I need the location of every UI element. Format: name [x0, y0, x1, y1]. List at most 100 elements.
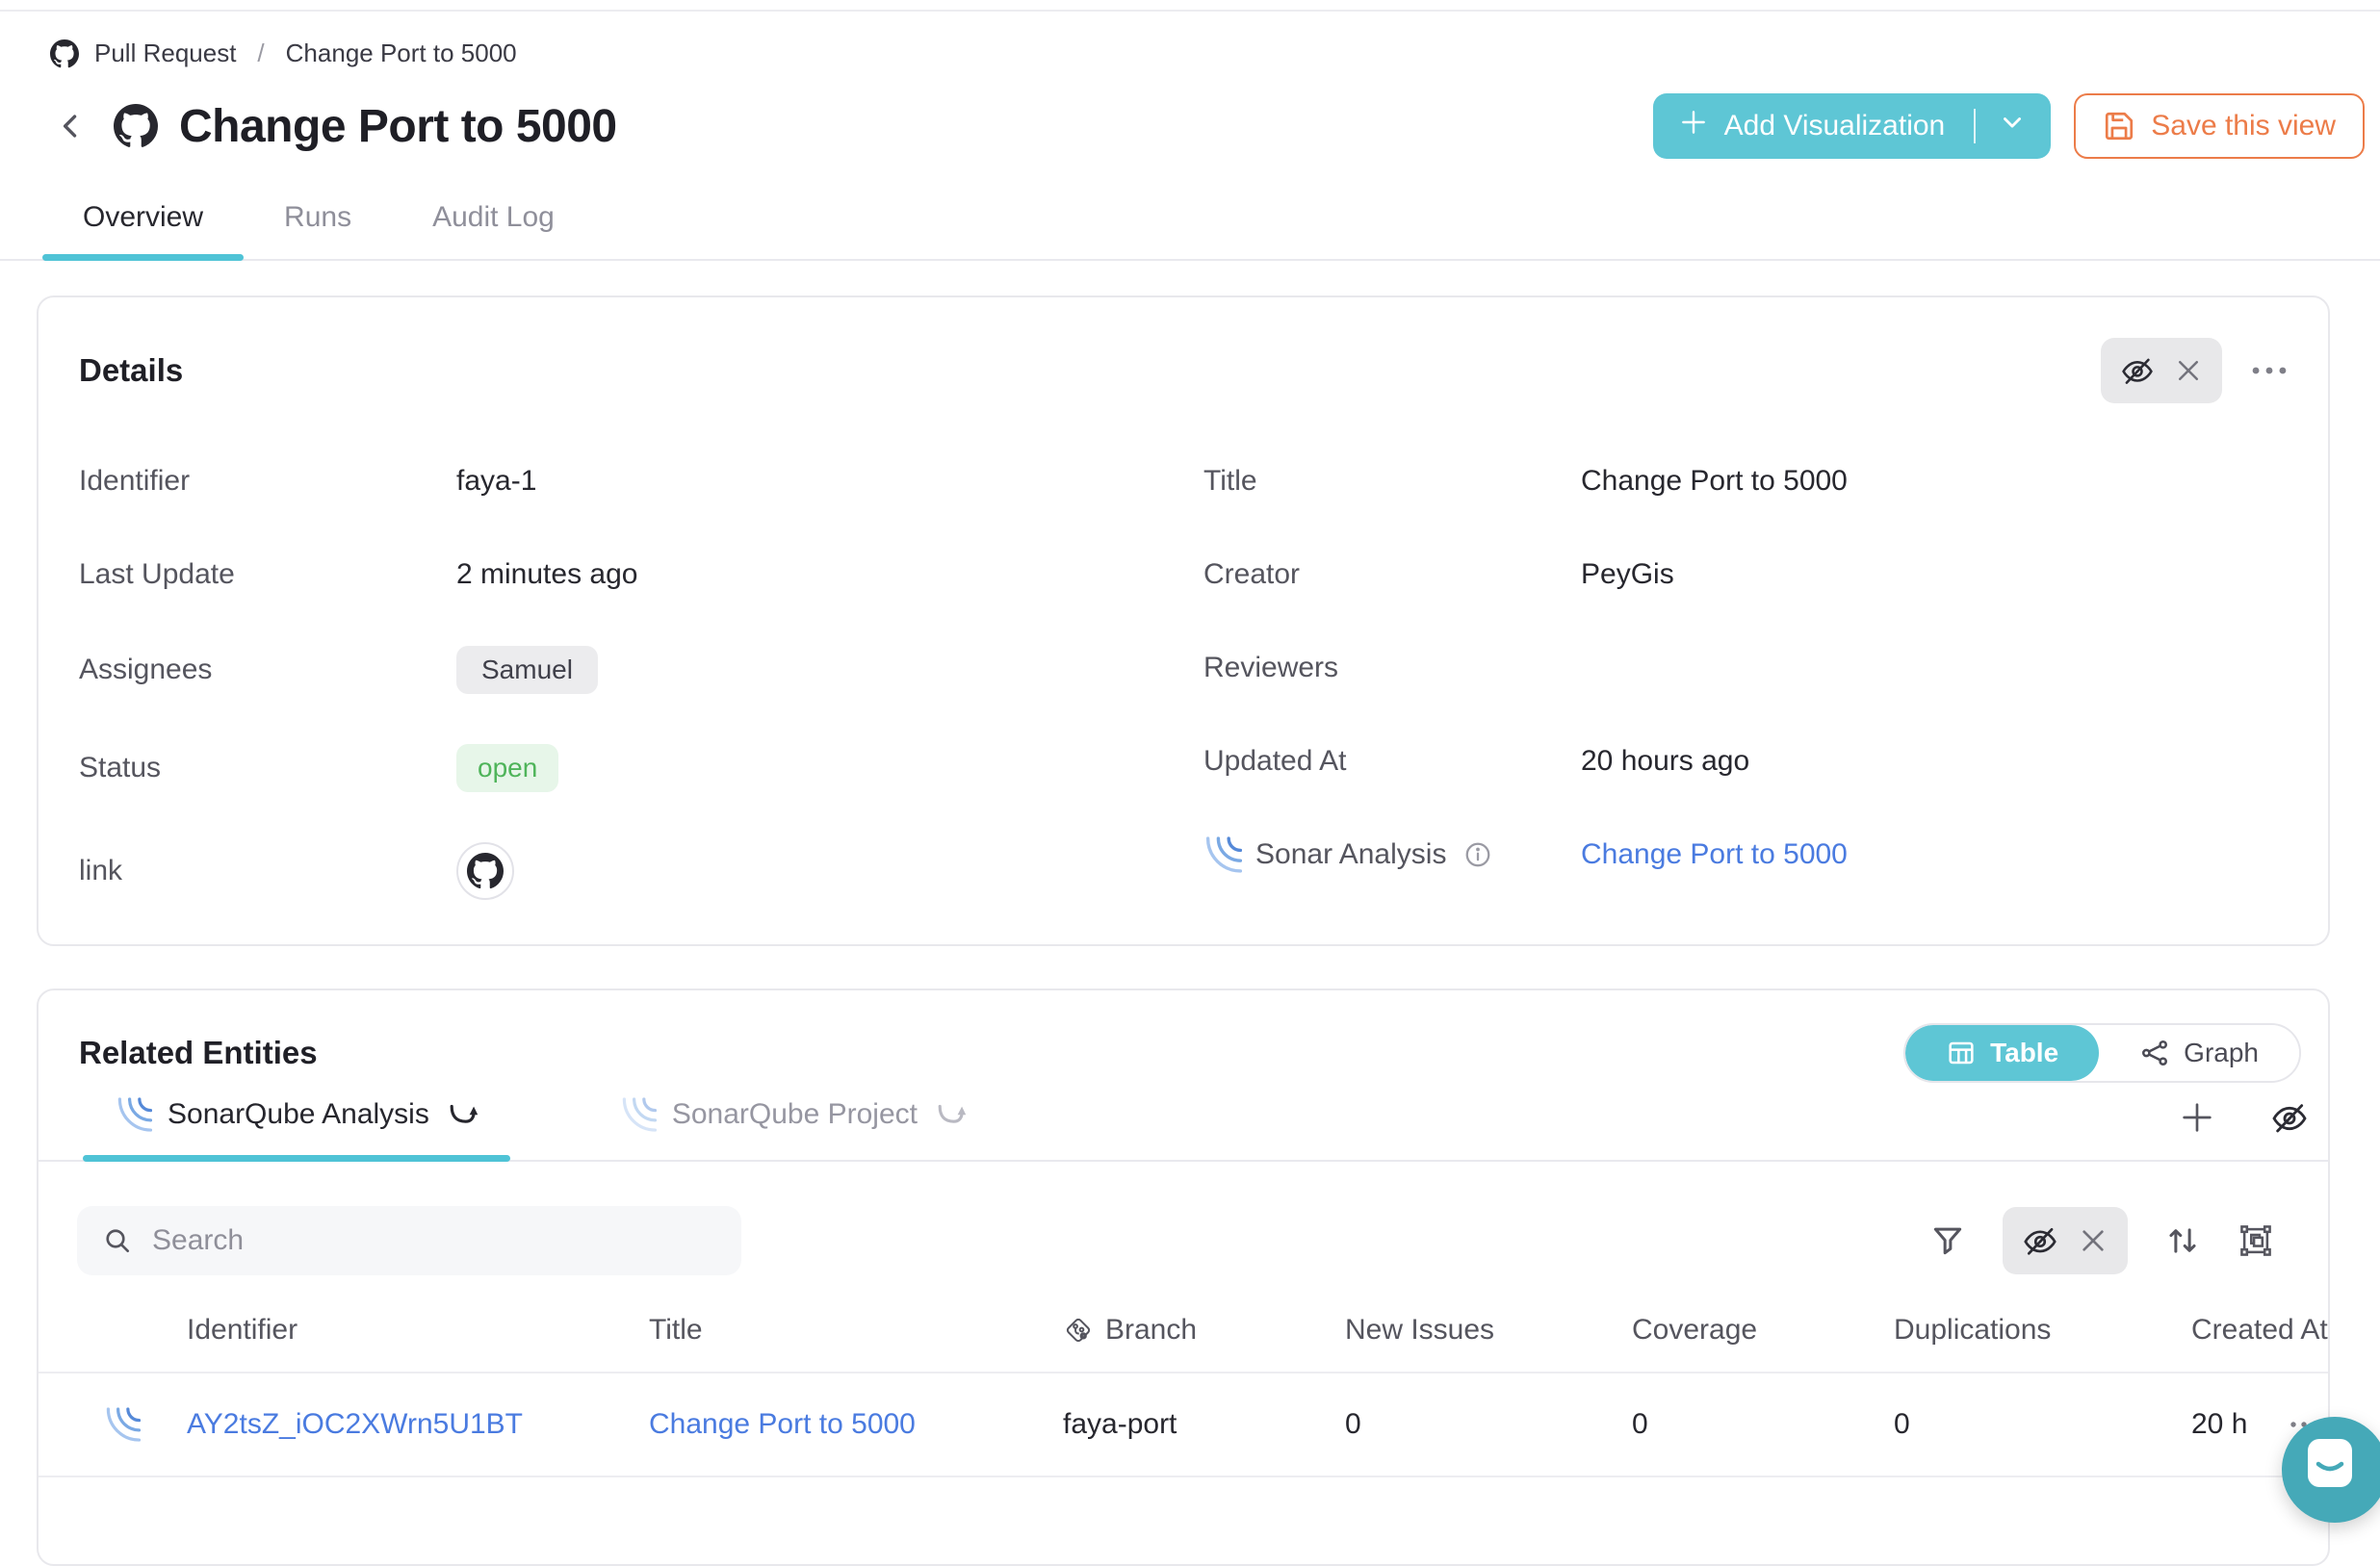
- row-coverage: 0: [1632, 1408, 1648, 1440]
- field-updated-at: Updated At 20 hours ago: [1203, 739, 2288, 783]
- related-tabs: SonarQube Analysis SonarQube Project: [39, 1096, 2328, 1162]
- chevron-down-icon[interactable]: [1999, 109, 2026, 143]
- field-title: Title Change Port to 5000: [1203, 459, 2288, 502]
- column-coverage[interactable]: Coverage: [1632, 1314, 1758, 1346]
- details-card-title: Details: [79, 352, 184, 388]
- graph-icon: [2139, 1038, 2170, 1068]
- table-toolbar: [39, 1206, 2328, 1275]
- column-title[interactable]: Title: [649, 1314, 703, 1346]
- table-view-button[interactable]: Table: [1905, 1025, 2100, 1081]
- info-icon[interactable]: [1463, 840, 1492, 869]
- field-label: Updated At: [1203, 744, 1347, 777]
- column-label: Branch: [1105, 1314, 1198, 1346]
- field-identifier: Identifier faya-1: [79, 459, 1203, 502]
- sort-button[interactable]: [2164, 1222, 2201, 1259]
- sonarqube-icon: [1203, 835, 1242, 874]
- field-label: Last Update: [79, 557, 235, 590]
- field-label: link: [79, 855, 123, 886]
- field-label: Sonar Analysis: [1255, 837, 1447, 870]
- window-top-divider: [0, 10, 2380, 12]
- github-icon: [114, 104, 158, 148]
- save-view-label: Save this view: [2151, 110, 2336, 141]
- close-icon[interactable]: [2078, 1225, 2108, 1256]
- tab-audit-log[interactable]: Audit Log: [432, 201, 555, 233]
- github-link-button[interactable]: [456, 842, 514, 900]
- sonarqube-icon: [620, 1096, 657, 1133]
- close-icon[interactable]: [2174, 356, 2203, 385]
- tab-sonarqube-project[interactable]: SonarQube Project: [587, 1096, 998, 1160]
- related-entities-card: Related Entities Table Graph SonarQube A…: [37, 988, 2330, 1566]
- table-view-label: Table: [1990, 1038, 2059, 1067]
- graph-view-button[interactable]: Graph: [2099, 1025, 2299, 1081]
- assignee-chip[interactable]: Samuel: [456, 646, 598, 694]
- hide-widget-pill[interactable]: [2101, 338, 2222, 403]
- relation-arrow-icon: [933, 1098, 966, 1131]
- breadcrumb-separator: /: [257, 39, 265, 67]
- add-related-tab-button[interactable]: [2178, 1098, 2216, 1137]
- breadcrumb-item-blueprint[interactable]: Pull Request: [94, 39, 237, 67]
- table-icon: [1946, 1038, 1977, 1068]
- field-label: Creator: [1203, 557, 1301, 590]
- column-identifier[interactable]: Identifier: [187, 1314, 298, 1346]
- search-icon: [102, 1225, 133, 1256]
- title-row: Change Port to 5000 Add Visualization Sa…: [50, 93, 2365, 159]
- related-entities-title: Related Entities: [79, 1035, 318, 1070]
- more-options-button[interactable]: [2251, 365, 2288, 376]
- hide-related-button[interactable]: [2270, 1098, 2309, 1137]
- page-title: Change Port to 5000: [179, 100, 617, 152]
- field-status: Status open: [79, 744, 1203, 792]
- sonarqube-icon: [116, 1096, 152, 1133]
- button-divider: [1974, 109, 1977, 143]
- row-new-issues: 0: [1345, 1408, 1361, 1440]
- table-row[interactable]: AY2tsZ_iOC2XWrn5U1BT Change Port to 5000…: [39, 1373, 2328, 1477]
- tab-label: SonarQube Project: [671, 1098, 918, 1130]
- eye-hidden-icon[interactable]: [2022, 1222, 2058, 1259]
- filter-button[interactable]: [1929, 1222, 1966, 1259]
- field-link: link: [79, 842, 1203, 900]
- tab-sonarqube-analysis[interactable]: SonarQube Analysis: [83, 1096, 510, 1162]
- back-button[interactable]: [50, 105, 92, 147]
- tab-runs[interactable]: Runs: [284, 201, 352, 233]
- chat-launcher-button[interactable]: [2282, 1417, 2380, 1523]
- status-badge: open: [456, 744, 559, 792]
- field-value: Change Port to 5000: [1581, 464, 1848, 497]
- row-duplications: 0: [1894, 1408, 1910, 1440]
- row-branch: faya-port: [1063, 1408, 1177, 1440]
- breadcrumb-item-entity[interactable]: Change Port to 5000: [285, 39, 517, 67]
- group-by-button[interactable]: [2238, 1222, 2274, 1259]
- field-label: Assignees: [79, 654, 213, 685]
- column-duplications[interactable]: Duplications: [1894, 1314, 2052, 1346]
- table-header-row: Identifier Title Branch New Issues Cover…: [39, 1314, 2328, 1373]
- add-visualization-label: Add Visualization: [1723, 110, 1946, 141]
- view-toggle: Table Graph: [1903, 1023, 2301, 1083]
- hide-columns-pill[interactable]: [2003, 1207, 2128, 1274]
- field-reviewers: Reviewers: [1203, 646, 2288, 689]
- row-title-link[interactable]: Change Port to 5000: [649, 1408, 916, 1440]
- save-icon: [2103, 110, 2135, 142]
- plus-icon: [1678, 107, 1709, 145]
- field-value: faya-1: [456, 464, 537, 497]
- column-branch[interactable]: Branch: [1063, 1314, 1345, 1347]
- related-entities-table: Identifier Title Branch New Issues Cover…: [39, 1314, 2328, 1477]
- sonar-analysis-link[interactable]: Change Port to 5000: [1581, 837, 1848, 870]
- search-input[interactable]: [152, 1224, 716, 1257]
- save-view-button[interactable]: Save this view: [2074, 93, 2365, 159]
- eye-hidden-icon[interactable]: [2120, 353, 2155, 388]
- column-new-issues[interactable]: New Issues: [1345, 1314, 1495, 1346]
- column-created-at[interactable]: Created At: [2191, 1314, 2328, 1346]
- sonarqube-icon: [104, 1406, 187, 1443]
- search-box[interactable]: [77, 1206, 741, 1275]
- field-label: Identifier: [79, 464, 191, 497]
- field-assignees: Assignees Samuel: [79, 646, 1203, 694]
- tab-overview[interactable]: Overview: [42, 201, 245, 261]
- add-visualization-button[interactable]: Add Visualization: [1652, 93, 2052, 159]
- field-value: PeyGis: [1581, 557, 1674, 590]
- breadcrumb: Pull Request / Change Port to 5000: [50, 0, 2365, 68]
- relation-arrow-icon: [445, 1098, 478, 1131]
- field-label: Reviewers: [1203, 651, 1339, 683]
- field-last-update: Last Update 2 minutes ago: [79, 552, 1203, 596]
- field-value: 20 hours ago: [1581, 744, 1750, 777]
- row-identifier-link[interactable]: AY2tsZ_iOC2XWrn5U1BT: [187, 1408, 523, 1440]
- field-label: Title: [1203, 464, 1257, 497]
- row-created-at: 20 h: [2191, 1408, 2248, 1440]
